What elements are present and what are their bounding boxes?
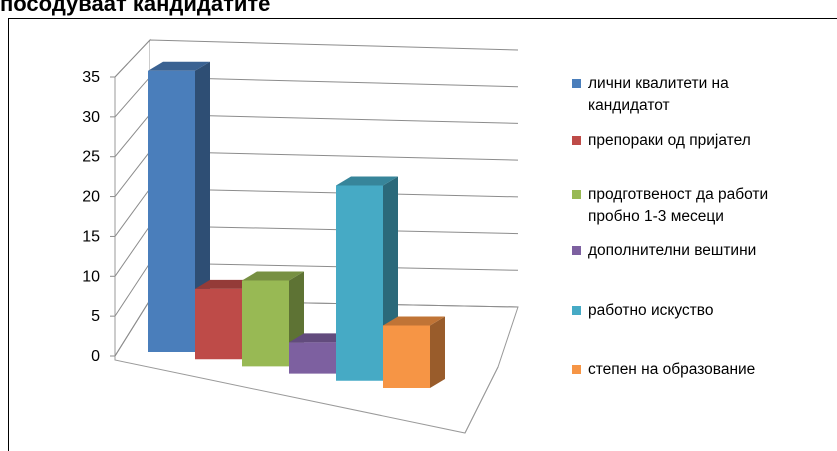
- legend-label: кандидатот: [588, 97, 670, 114]
- bar-top: [148, 61, 210, 71]
- back-wall: [150, 40, 518, 307]
- legend-label: продготвеност да работи: [588, 186, 768, 203]
- bar-top: [383, 316, 445, 326]
- legend-swatch: [572, 365, 581, 374]
- y-tick-label: 5: [91, 308, 100, 325]
- legend-swatch: [572, 136, 581, 145]
- legend-label: степен на образование: [588, 361, 755, 378]
- page-title: посодуваат кандидатите: [0, 0, 271, 16]
- legend: лични квалитети на кандидатот препораки од…: [572, 75, 768, 378]
- y-tick-label: 0: [91, 348, 100, 365]
- legend-label: препораки од пријател: [588, 132, 751, 149]
- chart-frame: [8, 18, 837, 451]
- legend-label: пробно 1-3 месеци: [588, 208, 724, 225]
- y-axis-ticks: 0 5 10 15 20 25 30 35: [82, 69, 115, 365]
- y-tick-label: 35: [82, 69, 100, 86]
- bar-front: [242, 280, 289, 367]
- y-tick-label: 10: [82, 268, 100, 285]
- bar: [242, 271, 304, 367]
- y-tick-label: 20: [82, 189, 100, 206]
- bar-side: [430, 316, 445, 388]
- floor-edge: [464, 366, 499, 434]
- bar-top: [195, 279, 257, 289]
- bar-front: [336, 185, 383, 381]
- legend-swatch: [572, 306, 581, 315]
- legend-swatch: [572, 190, 581, 199]
- bar-top: [289, 333, 351, 343]
- bar-front: [195, 288, 242, 360]
- bar: [148, 61, 210, 353]
- y-tick-label: 15: [82, 228, 100, 245]
- bar-front: [148, 70, 195, 353]
- gridline: [114, 39, 519, 78]
- legend-label: дополнителни вештини: [588, 242, 756, 259]
- bar-top: [242, 271, 304, 281]
- bar-front: [289, 342, 336, 374]
- legend-swatch: [572, 79, 581, 88]
- legend-swatch: [572, 246, 581, 255]
- bar-top: [336, 176, 398, 186]
- legend-label: лични квалитети на: [588, 75, 729, 92]
- legend-label: работно искуство: [588, 302, 713, 319]
- bar-front: [383, 325, 430, 388]
- bar: [383, 316, 445, 388]
- bars: [148, 61, 445, 388]
- y-tick-label: 25: [82, 149, 100, 166]
- y-tick-label: 30: [82, 109, 100, 126]
- bar-side: [195, 61, 210, 353]
